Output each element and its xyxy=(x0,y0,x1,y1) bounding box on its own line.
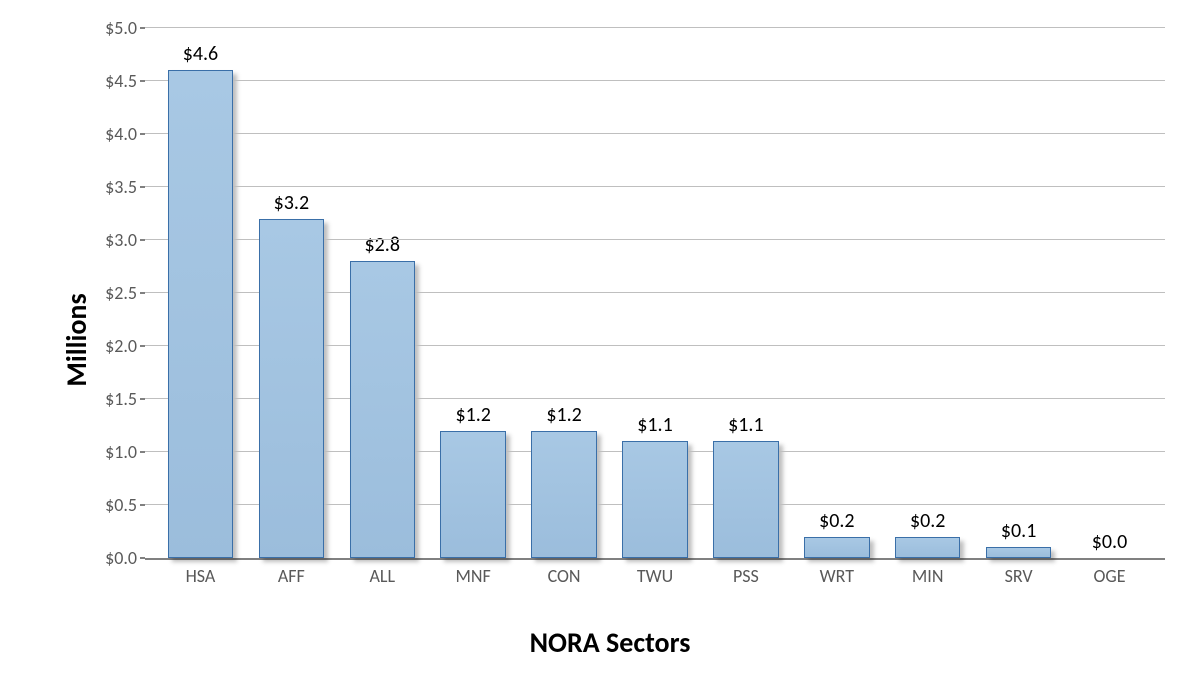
bar xyxy=(259,219,324,558)
bar-fill xyxy=(713,441,778,558)
y-tick-mark xyxy=(140,398,145,400)
bar-group: $3.2 xyxy=(246,30,337,558)
x-tick-label: OGE xyxy=(1064,565,1155,587)
gridline xyxy=(145,186,1165,187)
bar-data-label: $1.1 xyxy=(728,413,763,437)
x-tick-label: TWU xyxy=(610,565,701,587)
y-tick-mark xyxy=(140,451,145,453)
y-tick-mark xyxy=(140,133,145,135)
y-tick-mark xyxy=(140,80,145,82)
bar-group: $1.1 xyxy=(610,30,701,558)
bar xyxy=(895,537,960,558)
bar-group: $0.1 xyxy=(973,30,1064,558)
bar-data-label: $1.2 xyxy=(546,403,581,427)
bar-data-label: $0.1 xyxy=(1001,519,1036,543)
y-tick-label: $4.0 xyxy=(105,123,137,145)
bar-group: $1.1 xyxy=(700,30,791,558)
y-tick-mark xyxy=(140,504,145,506)
bar-fill xyxy=(168,70,233,558)
bar-fill xyxy=(986,547,1051,558)
bar-fill xyxy=(895,537,960,558)
y-tick-label: $1.0 xyxy=(105,441,137,463)
x-tick-label: HSA xyxy=(155,565,246,587)
bar xyxy=(713,441,778,558)
y-tick-mark xyxy=(140,186,145,188)
bar xyxy=(168,70,233,558)
bar-data-label: $4.6 xyxy=(183,42,218,66)
x-tick-label: WRT xyxy=(791,565,882,587)
bar xyxy=(986,547,1051,558)
plot-area: $4.6 $3.2 $2.8 $1.2 $1.2 $1.1 $1.1 $0.2 $0.2 $0.1… xyxy=(145,30,1165,560)
y-tick-label: $1.5 xyxy=(105,388,137,410)
bar-data-label: $1.2 xyxy=(455,403,490,427)
y-tick-mark xyxy=(140,557,145,559)
y-tick-mark xyxy=(140,292,145,294)
gridline xyxy=(145,133,1165,134)
x-tick-label: MIN xyxy=(882,565,973,587)
bar xyxy=(350,261,415,558)
bar-data-label: $0.0 xyxy=(1092,530,1127,554)
bar-data-label: $2.8 xyxy=(365,233,400,257)
bar-data-label: $0.2 xyxy=(910,509,945,533)
bar-fill xyxy=(440,431,505,558)
x-tick-label: ALL xyxy=(337,565,428,587)
chart-container: Millions NORA Sectors $4.6 $3.2 $2.8 $1.2 $1… xyxy=(40,20,1180,660)
bar xyxy=(622,441,687,558)
x-tick-label: AFF xyxy=(246,565,337,587)
y-tick-label: $0.0 xyxy=(105,547,137,569)
bar-fill xyxy=(531,431,596,558)
bars-row: $4.6 $3.2 $2.8 $1.2 $1.2 $1.1 $1.1 $0.2 $0.2 $0.1… xyxy=(145,30,1165,558)
bar-group: $0.2 xyxy=(791,30,882,558)
y-tick-label: $3.0 xyxy=(105,229,137,251)
x-tick-label: MNF xyxy=(428,565,519,587)
y-axis-title: Millions xyxy=(59,293,94,386)
y-tick-mark xyxy=(140,239,145,241)
bar-fill xyxy=(259,219,324,558)
bar-fill xyxy=(350,261,415,558)
y-tick-label: $3.5 xyxy=(105,176,137,198)
gridline xyxy=(145,27,1165,28)
bar-data-label: $1.1 xyxy=(637,413,672,437)
x-axis-title: NORA Sectors xyxy=(530,625,691,660)
x-tick-label: PSS xyxy=(700,565,791,587)
y-tick-label: $5.0 xyxy=(105,17,137,39)
bar xyxy=(440,431,505,558)
y-tick-mark xyxy=(140,345,145,347)
y-tick-label: $2.0 xyxy=(105,335,137,357)
bar xyxy=(804,537,869,558)
bar-group: $1.2 xyxy=(519,30,610,558)
x-labels-row: HSAAFFALLMNFCONTWUPSSWRTMINSRVOGE xyxy=(145,565,1165,587)
bar-fill xyxy=(804,537,869,558)
y-tick-mark xyxy=(140,27,145,29)
y-tick-label: $4.5 xyxy=(105,70,137,92)
bar-group: $0.0 xyxy=(1064,30,1155,558)
bar-group: $1.2 xyxy=(428,30,519,558)
bar-group: $2.8 xyxy=(337,30,428,558)
bar xyxy=(531,431,596,558)
bar-fill xyxy=(622,441,687,558)
x-tick-label: SRV xyxy=(973,565,1064,587)
bar-data-label: $0.2 xyxy=(819,509,854,533)
bar-data-label: $3.2 xyxy=(274,191,309,215)
gridline xyxy=(145,80,1165,81)
x-tick-label: CON xyxy=(519,565,610,587)
bar-group: $4.6 xyxy=(155,30,246,558)
bar-group: $0.2 xyxy=(882,30,973,558)
y-tick-label: $0.5 xyxy=(105,494,137,516)
y-tick-label: $2.5 xyxy=(105,282,137,304)
